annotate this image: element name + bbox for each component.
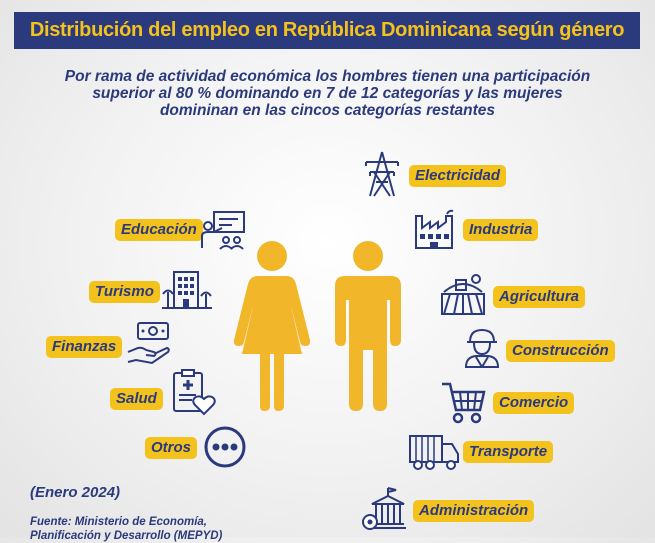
category-industria: Industria	[463, 219, 539, 241]
farm-icon	[441, 274, 485, 315]
worker-icon	[464, 328, 500, 368]
medical-record-icon	[173, 369, 216, 416]
category-finanzas: Finanzas	[46, 336, 123, 358]
category-comercio: Comercio	[493, 392, 575, 414]
money-hand-icon	[127, 322, 170, 365]
government-building-icon	[362, 487, 406, 530]
category-electricidad: Electricidad	[409, 165, 507, 187]
truck-icon	[409, 435, 459, 470]
man-figure-icon	[335, 241, 401, 411]
teacher-icon	[201, 211, 245, 250]
power-tower-icon	[365, 151, 399, 197]
woman-figure-icon	[233, 241, 311, 411]
page-title: Distribución del empleo en República Dom…	[29, 19, 625, 41]
date-label: (Enero 2024)	[30, 484, 121, 501]
category-transporte: Transporte	[463, 441, 554, 463]
category-salud: Salud	[110, 388, 163, 410]
category-administracion: Administración	[413, 500, 535, 522]
source-note: Fuente: Ministerio de Economía, Planific…	[30, 516, 223, 542]
category-agricultura: Agricultura	[493, 286, 586, 308]
subtitle: Por rama de actividad económica los homb…	[64, 68, 591, 119]
category-otros: Otros	[145, 437, 198, 459]
factory-icon	[415, 209, 454, 249]
more-dots-icon	[204, 426, 246, 468]
category-turismo: Turismo	[89, 281, 160, 303]
category-construccion: Construcción	[506, 340, 615, 362]
shopping-cart-icon	[442, 382, 486, 424]
title-banner: Distribución del empleo en República Dom…	[14, 12, 640, 49]
category-educacion: Educación	[115, 219, 203, 241]
hotel-icon	[162, 271, 212, 309]
